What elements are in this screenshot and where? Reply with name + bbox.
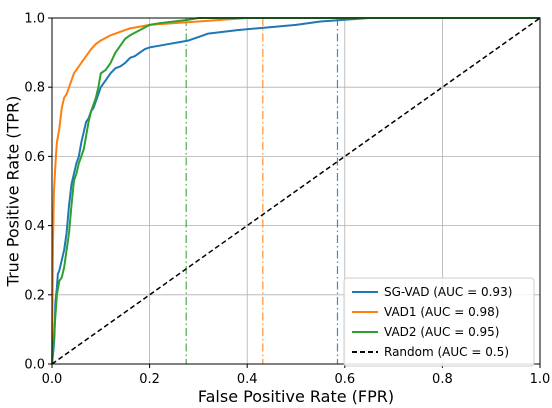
legend-label: Random (AUC = 0.5) xyxy=(384,345,509,359)
legend: SG-VAD (AUC = 0.93) VAD1 (AUC = 0.98) VAD2… xyxy=(343,277,535,367)
x-tick-label: 0.4 xyxy=(237,372,258,387)
series-line-3 xyxy=(51,17,540,365)
y-tick-label: 0.0 xyxy=(24,358,45,373)
axis-ticks: 0.0 0.2 0.4 0.6 0.8 1.0 0.0 0.2 0.4 0.6 0.8 1.0 xyxy=(24,12,550,388)
y-tick-label: 0.8 xyxy=(24,81,45,96)
legend-label: VAD2 (AUC = 0.95) xyxy=(384,325,499,339)
y-tick-label: 0.4 xyxy=(24,219,45,234)
y-tick-label: 0.2 xyxy=(24,288,45,303)
plot-frame xyxy=(51,17,541,365)
x-axis-label: False Positive Rate (FPR) xyxy=(198,387,394,406)
legend-label: VAD1 (AUC = 0.98) xyxy=(384,305,499,319)
y-tick-label: 0.6 xyxy=(24,150,45,165)
y-axis-label: True Positive Rate (TPR) xyxy=(4,96,23,288)
y-tick-label: 1.0 xyxy=(24,12,45,27)
series-line-4 xyxy=(51,17,541,365)
x-tick-label: 1.0 xyxy=(530,372,551,387)
reference-lines xyxy=(185,18,339,364)
legend-box xyxy=(343,277,535,367)
x-tick-label: 0.0 xyxy=(42,372,63,387)
series-lines xyxy=(51,17,541,365)
legend-label: SG-VAD (AUC = 0.93) xyxy=(384,285,512,299)
x-tick-label: 0.6 xyxy=(334,372,355,387)
x-tick-label: 0.2 xyxy=(139,372,160,387)
series-line-1 xyxy=(51,17,540,365)
x-tick-label: 0.8 xyxy=(432,372,453,387)
